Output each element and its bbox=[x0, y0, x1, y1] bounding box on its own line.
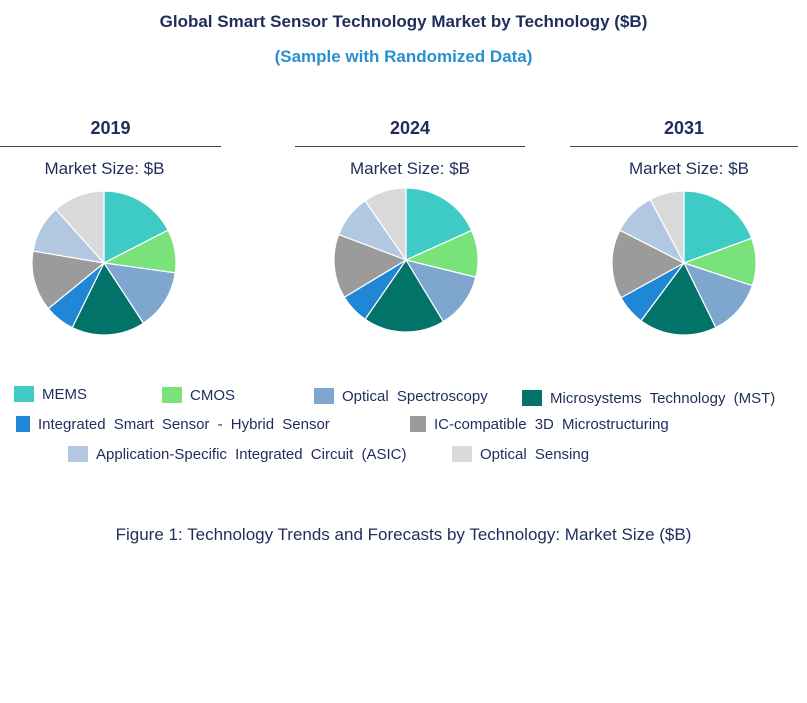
chart-subtitle: (Sample with Randomized Data) bbox=[274, 47, 533, 66]
legend-swatch bbox=[162, 387, 182, 403]
year-divider bbox=[295, 146, 525, 147]
legend-swatch bbox=[314, 388, 334, 404]
legend-label: Microsystems Technology (MST) bbox=[550, 389, 776, 407]
legend-item-cmos: CMOS bbox=[162, 385, 235, 405]
legend-swatch bbox=[16, 416, 30, 432]
pie-slice-optical-sensing bbox=[55, 190, 105, 265]
pie-slice-mems bbox=[683, 190, 753, 264]
market-size-label: Market Size: $B bbox=[629, 159, 749, 178]
pie-slice-optical-spectroscopy bbox=[682, 261, 754, 329]
pie-slice-mems bbox=[103, 190, 169, 264]
year-label: 2019 bbox=[90, 118, 131, 138]
legend-item-mems: MEMS bbox=[14, 384, 87, 404]
year-divider bbox=[570, 146, 798, 147]
legend-label: Optical Sensing bbox=[480, 445, 590, 463]
legend-label: IC-compatible 3D Microstructuring bbox=[434, 415, 669, 433]
legend-item-microsystems-technology: Microsystems Technology (MST) bbox=[522, 388, 775, 408]
pie-slice-microsystems-technology-mst bbox=[71, 261, 145, 336]
chart-title: Global Smart Sensor Technology Market by… bbox=[159, 12, 648, 31]
legend-swatch bbox=[452, 446, 472, 462]
year-label: 2031 bbox=[663, 118, 705, 138]
pie-panel-2019: 2019 Market Size: $B bbox=[0, 118, 221, 179]
legend-label: Application-Specific Integrated Circuit … bbox=[96, 445, 407, 463]
year-label: 2024 bbox=[389, 118, 431, 138]
legend-item-ic-compatible-3d: IC-compatible 3D Microstructuring bbox=[410, 414, 669, 434]
pie-slice-mems bbox=[405, 187, 473, 261]
pie-slice-ic-compatible-3d-microstructuring bbox=[333, 233, 408, 299]
pie-slice-optical-sensing bbox=[649, 190, 685, 264]
legend-item-optical-sensing: Optical Sensing bbox=[452, 444, 589, 464]
legend-item-asic: Application-Specific Integrated Circuit … bbox=[68, 444, 406, 464]
legend-item-integrated-smart-sensor: Integrated Smart Sensor - Hybrid Sensor bbox=[16, 414, 330, 434]
pie-slice-optical-sensing bbox=[364, 187, 407, 262]
figure-caption: Figure 1: Technology Trends and Forecast… bbox=[115, 525, 692, 544]
pie-slice-ic-compatible-3d-microstructuring bbox=[611, 229, 686, 299]
legend-item-optical-spectroscopy: Optical Spectroscopy bbox=[314, 386, 488, 406]
pie-slice-microsystems-technology-mst bbox=[640, 261, 717, 336]
legend-label: Optical Spectroscopy bbox=[342, 387, 488, 405]
legend-swatch bbox=[14, 386, 34, 402]
legend-swatch bbox=[522, 390, 542, 406]
legend-label: Integrated Smart Sensor - Hybrid Sensor bbox=[38, 415, 330, 433]
pie-slice-microsystems-technology-mst bbox=[364, 258, 445, 333]
pie-panel-2031: 2031 Market Size: $B bbox=[570, 118, 798, 179]
legend-swatch bbox=[410, 416, 426, 432]
pie-panel-2024: 2024 Market Size: $B bbox=[295, 118, 525, 179]
market-size-label: Market Size: $B bbox=[350, 159, 470, 178]
legend-label: CMOS bbox=[190, 386, 235, 404]
year-divider bbox=[0, 146, 221, 147]
pie-slice-optical-spectroscopy bbox=[102, 262, 176, 325]
legend-label: MEMS bbox=[42, 385, 87, 403]
legend-swatch bbox=[68, 446, 88, 462]
market-size-label: Market Size: $B bbox=[44, 159, 165, 178]
pie-slice-ic-compatible-3d-microstructuring bbox=[31, 250, 106, 310]
